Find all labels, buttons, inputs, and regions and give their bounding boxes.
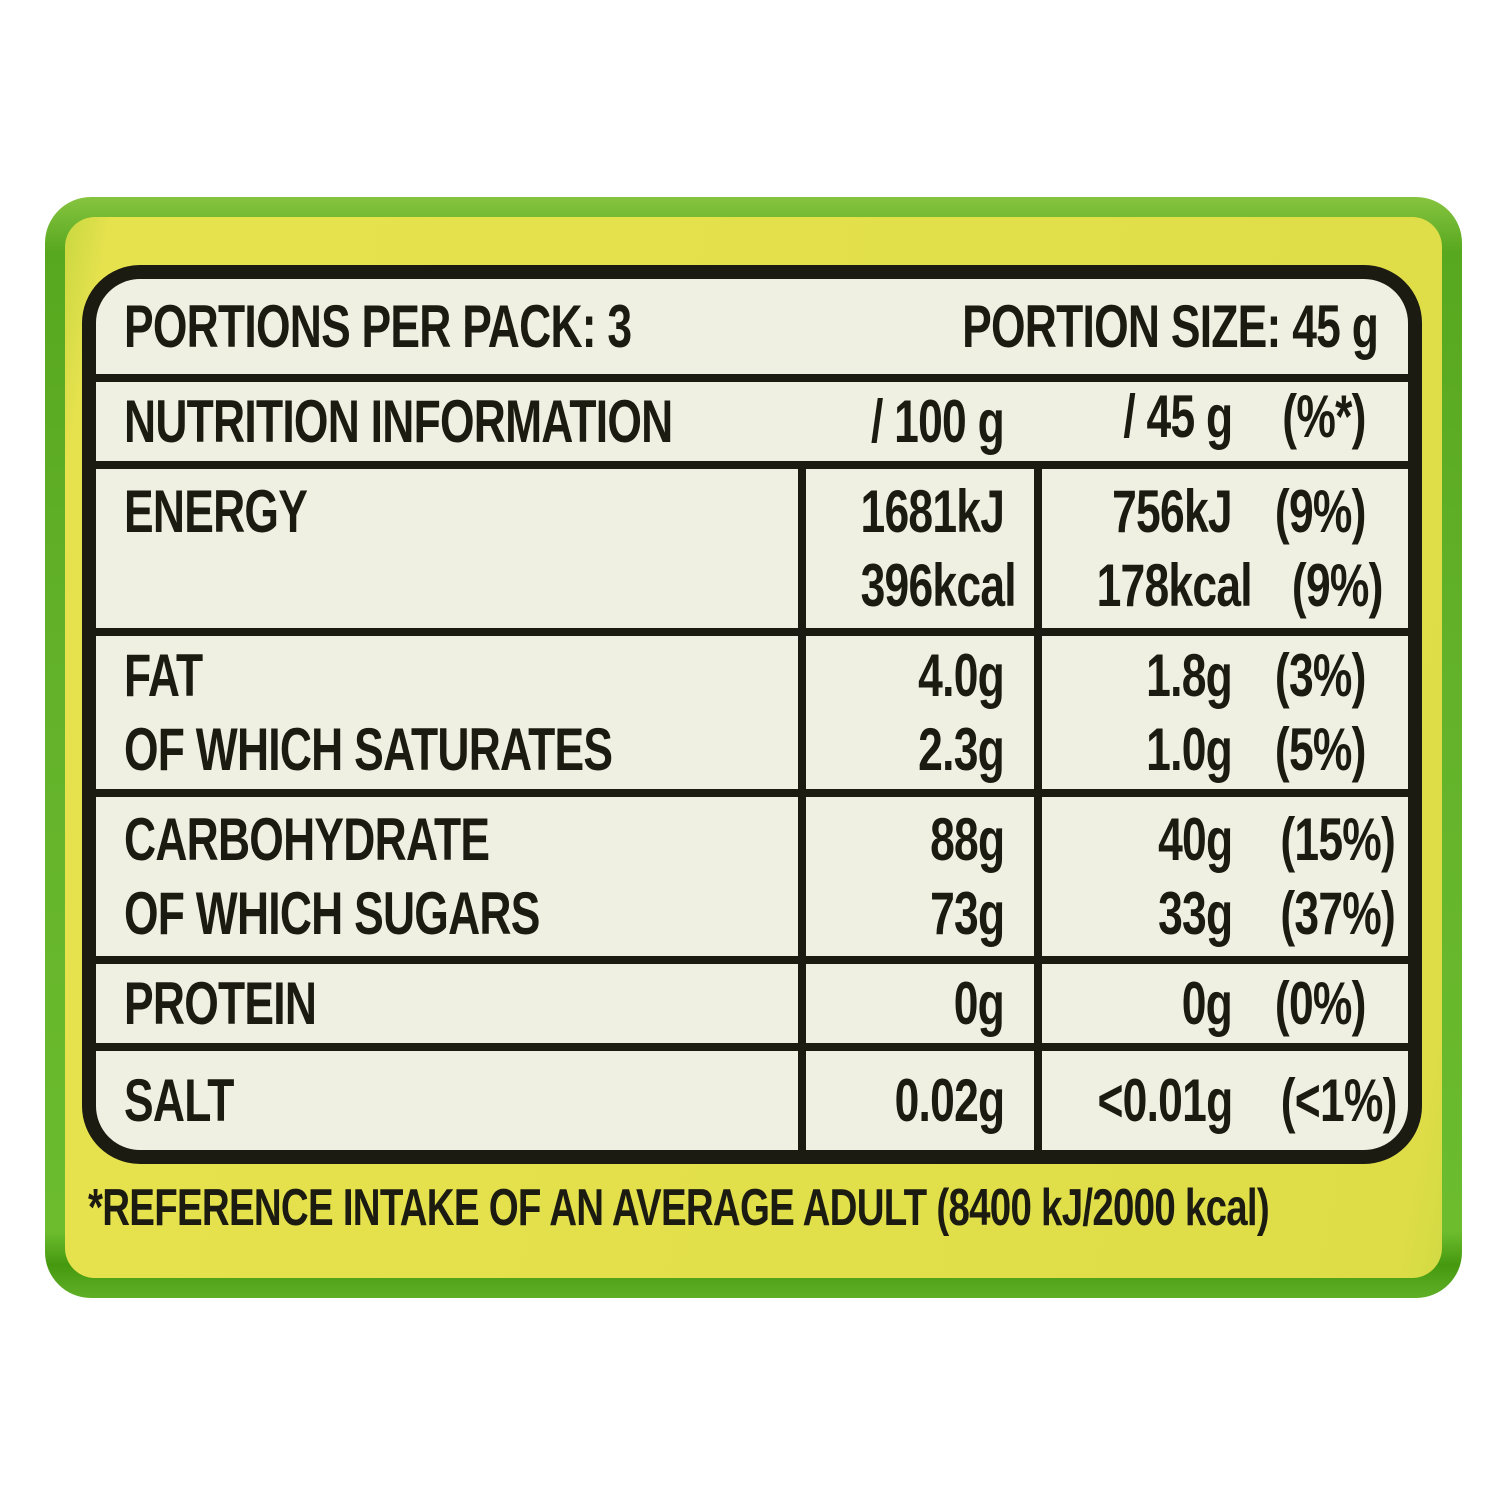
nutrient-name: CARBOHYDRATE — [124, 805, 490, 873]
value-percent: (0%) — [1275, 969, 1367, 1037]
row-energy: ENERGY 1681kJ 396kcal 756kJ (9%) 178kc — [96, 469, 1408, 628]
row-protein: PROTEIN 0g 0g (0%) — [96, 964, 1408, 1043]
row-carbohydrate: CARBOHYDRATE OF WHICH SUGARS 88g 73g 40g… — [96, 797, 1408, 956]
value-percent: (37%) — [1280, 879, 1396, 947]
value-per-45: 40g — [1157, 805, 1233, 873]
nutrient-name: OF WHICH SATURATES — [124, 715, 613, 783]
reference-intake-note: *REFERENCE INTAKE OF AN AVERAGE ADULT (8… — [88, 1179, 1270, 1237]
row-divider — [96, 1043, 1408, 1051]
value-per-45: 178kcal — [1096, 551, 1253, 619]
value-per-100: 0.02g — [894, 1066, 1005, 1134]
value-percent: (5%) — [1275, 715, 1367, 783]
yellow-panel: PORTIONS PER PACK: 3 PORTION SIZE: 45 g … — [65, 217, 1442, 1278]
row-divider — [96, 628, 1408, 636]
pack-info-row: PORTIONS PER PACK: 3 PORTION SIZE: 45 g — [96, 279, 1408, 374]
col-per-100: / 100 g — [870, 388, 1005, 455]
value-percent: (9%) — [1275, 477, 1367, 545]
value-percent: (15%) — [1280, 805, 1396, 873]
value-per-45: 756kJ — [1112, 477, 1233, 545]
value-per-45: <0.01g — [1096, 1066, 1233, 1134]
green-frame: PORTIONS PER PACK: 3 PORTION SIZE: 45 g … — [45, 197, 1462, 1298]
nutrient-name: ENERGY — [124, 477, 308, 545]
column-header-row: NUTRITION INFORMATION / 100 g / 45 g (%*… — [96, 382, 1408, 461]
row-divider — [96, 956, 1408, 964]
row-divider — [96, 789, 1408, 797]
row-divider — [96, 374, 1408, 382]
nutrient-name: PROTEIN — [124, 969, 317, 1037]
value-per-100: 2.3g — [918, 715, 1005, 783]
col-per-45: / 45 g — [1122, 383, 1233, 450]
value-percent: (<1%) — [1280, 1066, 1398, 1134]
value-per-100: 1681kJ — [860, 477, 1004, 545]
row-fat: FAT OF WHICH SATURATES 4.0g 2.3g 1.8g (3… — [96, 636, 1408, 789]
value-per-100: 4.0g — [918, 641, 1005, 709]
portion-size: PORTION SIZE: 45 g — [962, 293, 1379, 360]
table-title: NUTRITION INFORMATION — [124, 388, 673, 455]
value-per-100: 88g — [929, 805, 1005, 873]
value-per-45: 1.0g — [1146, 715, 1233, 783]
row-salt: SALT 0.02g <0.01g (<1%) — [96, 1051, 1408, 1150]
value-per-100: 396kcal — [860, 551, 1017, 619]
value-per-45: 33g — [1157, 879, 1233, 947]
row-divider — [96, 461, 1408, 469]
portions-per-pack: PORTIONS PER PACK: 3 — [124, 293, 632, 360]
col-percent: (%*) — [1282, 383, 1367, 450]
value-per-100: 0g — [953, 969, 1005, 1037]
value-percent: (3%) — [1275, 641, 1367, 709]
nutrient-name: OF WHICH SUGARS — [124, 879, 540, 947]
value-per-100: 73g — [929, 879, 1005, 947]
nutrient-name: FAT — [124, 641, 203, 709]
value-percent: (9%) — [1291, 551, 1384, 619]
value-per-45: 1.8g — [1146, 641, 1233, 709]
nutrition-table: PORTIONS PER PACK: 3 PORTION SIZE: 45 g … — [82, 265, 1422, 1164]
value-per-45: 0g — [1181, 969, 1233, 1037]
nutrient-name: SALT — [124, 1066, 234, 1134]
